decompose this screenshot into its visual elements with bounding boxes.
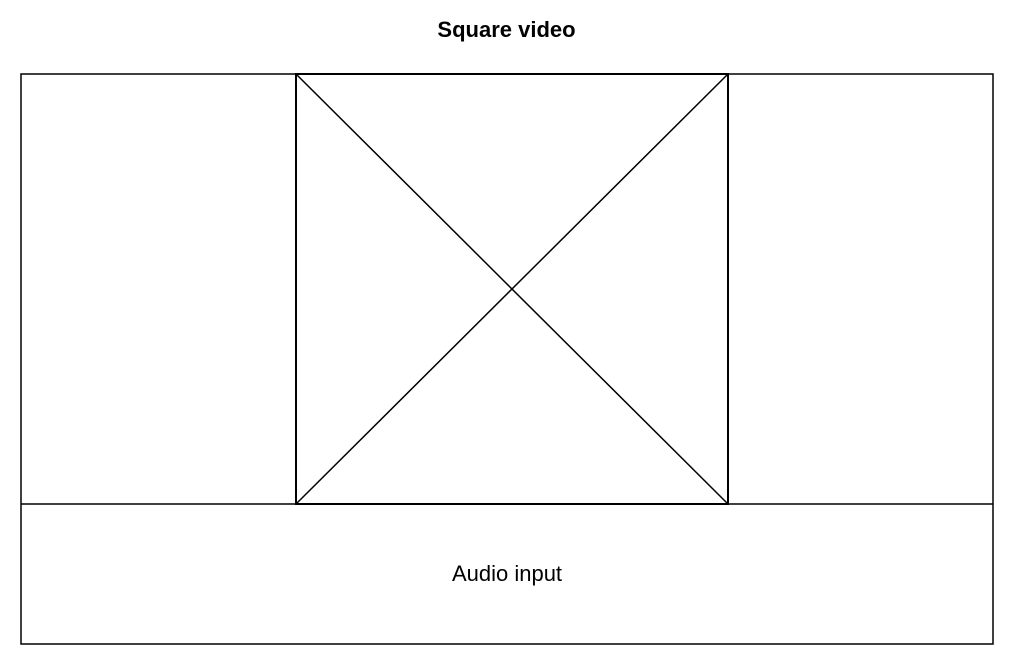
square-video-placeholder	[295, 73, 729, 505]
cross-placeholder-icon	[295, 73, 729, 505]
audio-input-label: Audio input	[451, 561, 563, 586]
square-video-frame	[295, 73, 729, 505]
audio-input-area: Audio input	[21, 504, 993, 644]
page-title: Square video	[437, 17, 576, 42]
